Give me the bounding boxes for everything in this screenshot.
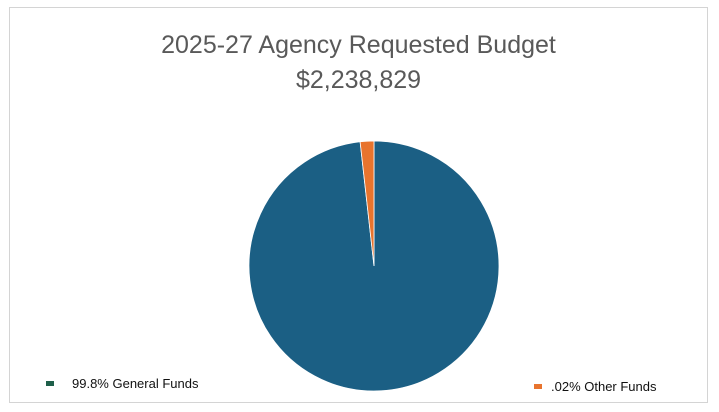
chart-frame: 2025-27 Agency Requested Budget $2,238,8…: [9, 7, 708, 403]
pie-chart: [248, 140, 500, 392]
chart-subtitle: $2,238,829: [295, 66, 422, 94]
legend-item-other-funds: .02% Other Funds: [534, 379, 657, 394]
legend-label-other-funds: .02% Other Funds: [551, 379, 657, 394]
legend-label-general-funds: 99.8% General Funds: [72, 376, 199, 391]
pie-slice-other-funds: [359, 140, 375, 267]
legend-swatch-general-funds: [46, 381, 54, 386]
legend-item-general-funds: 99.8% General Funds: [46, 376, 198, 391]
chart-title: 2025-27 Agency Requested Budget: [161, 31, 556, 59]
legend-swatch-other-funds: [534, 384, 542, 389]
